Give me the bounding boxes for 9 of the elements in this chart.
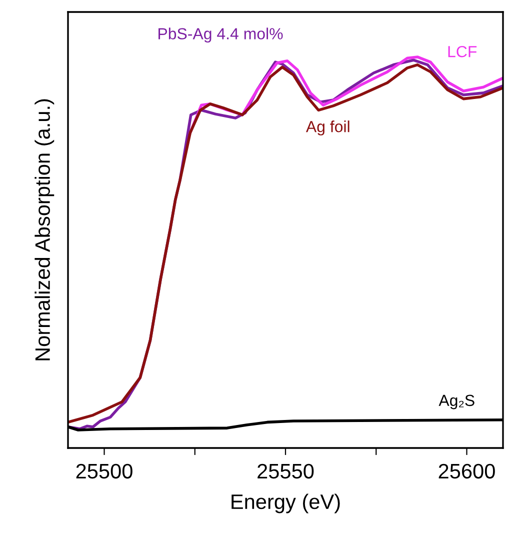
x-axis-title: Energy (eV)	[232, 494, 340, 514]
x-tick-label: 25550	[258, 464, 314, 479]
series-label: LCF	[448, 46, 477, 58]
x-tick-label: 25600	[438, 464, 495, 479]
series-label: PbS-Ag 4.4 mol%	[158, 28, 283, 43]
series-label: Ag₂S	[438, 394, 474, 410]
x-tick-label: 25500	[76, 464, 132, 479]
y-axis-title: Normalized Absorption (a.u.)	[34, 99, 54, 360]
series-label: Ag foil	[306, 120, 350, 136]
